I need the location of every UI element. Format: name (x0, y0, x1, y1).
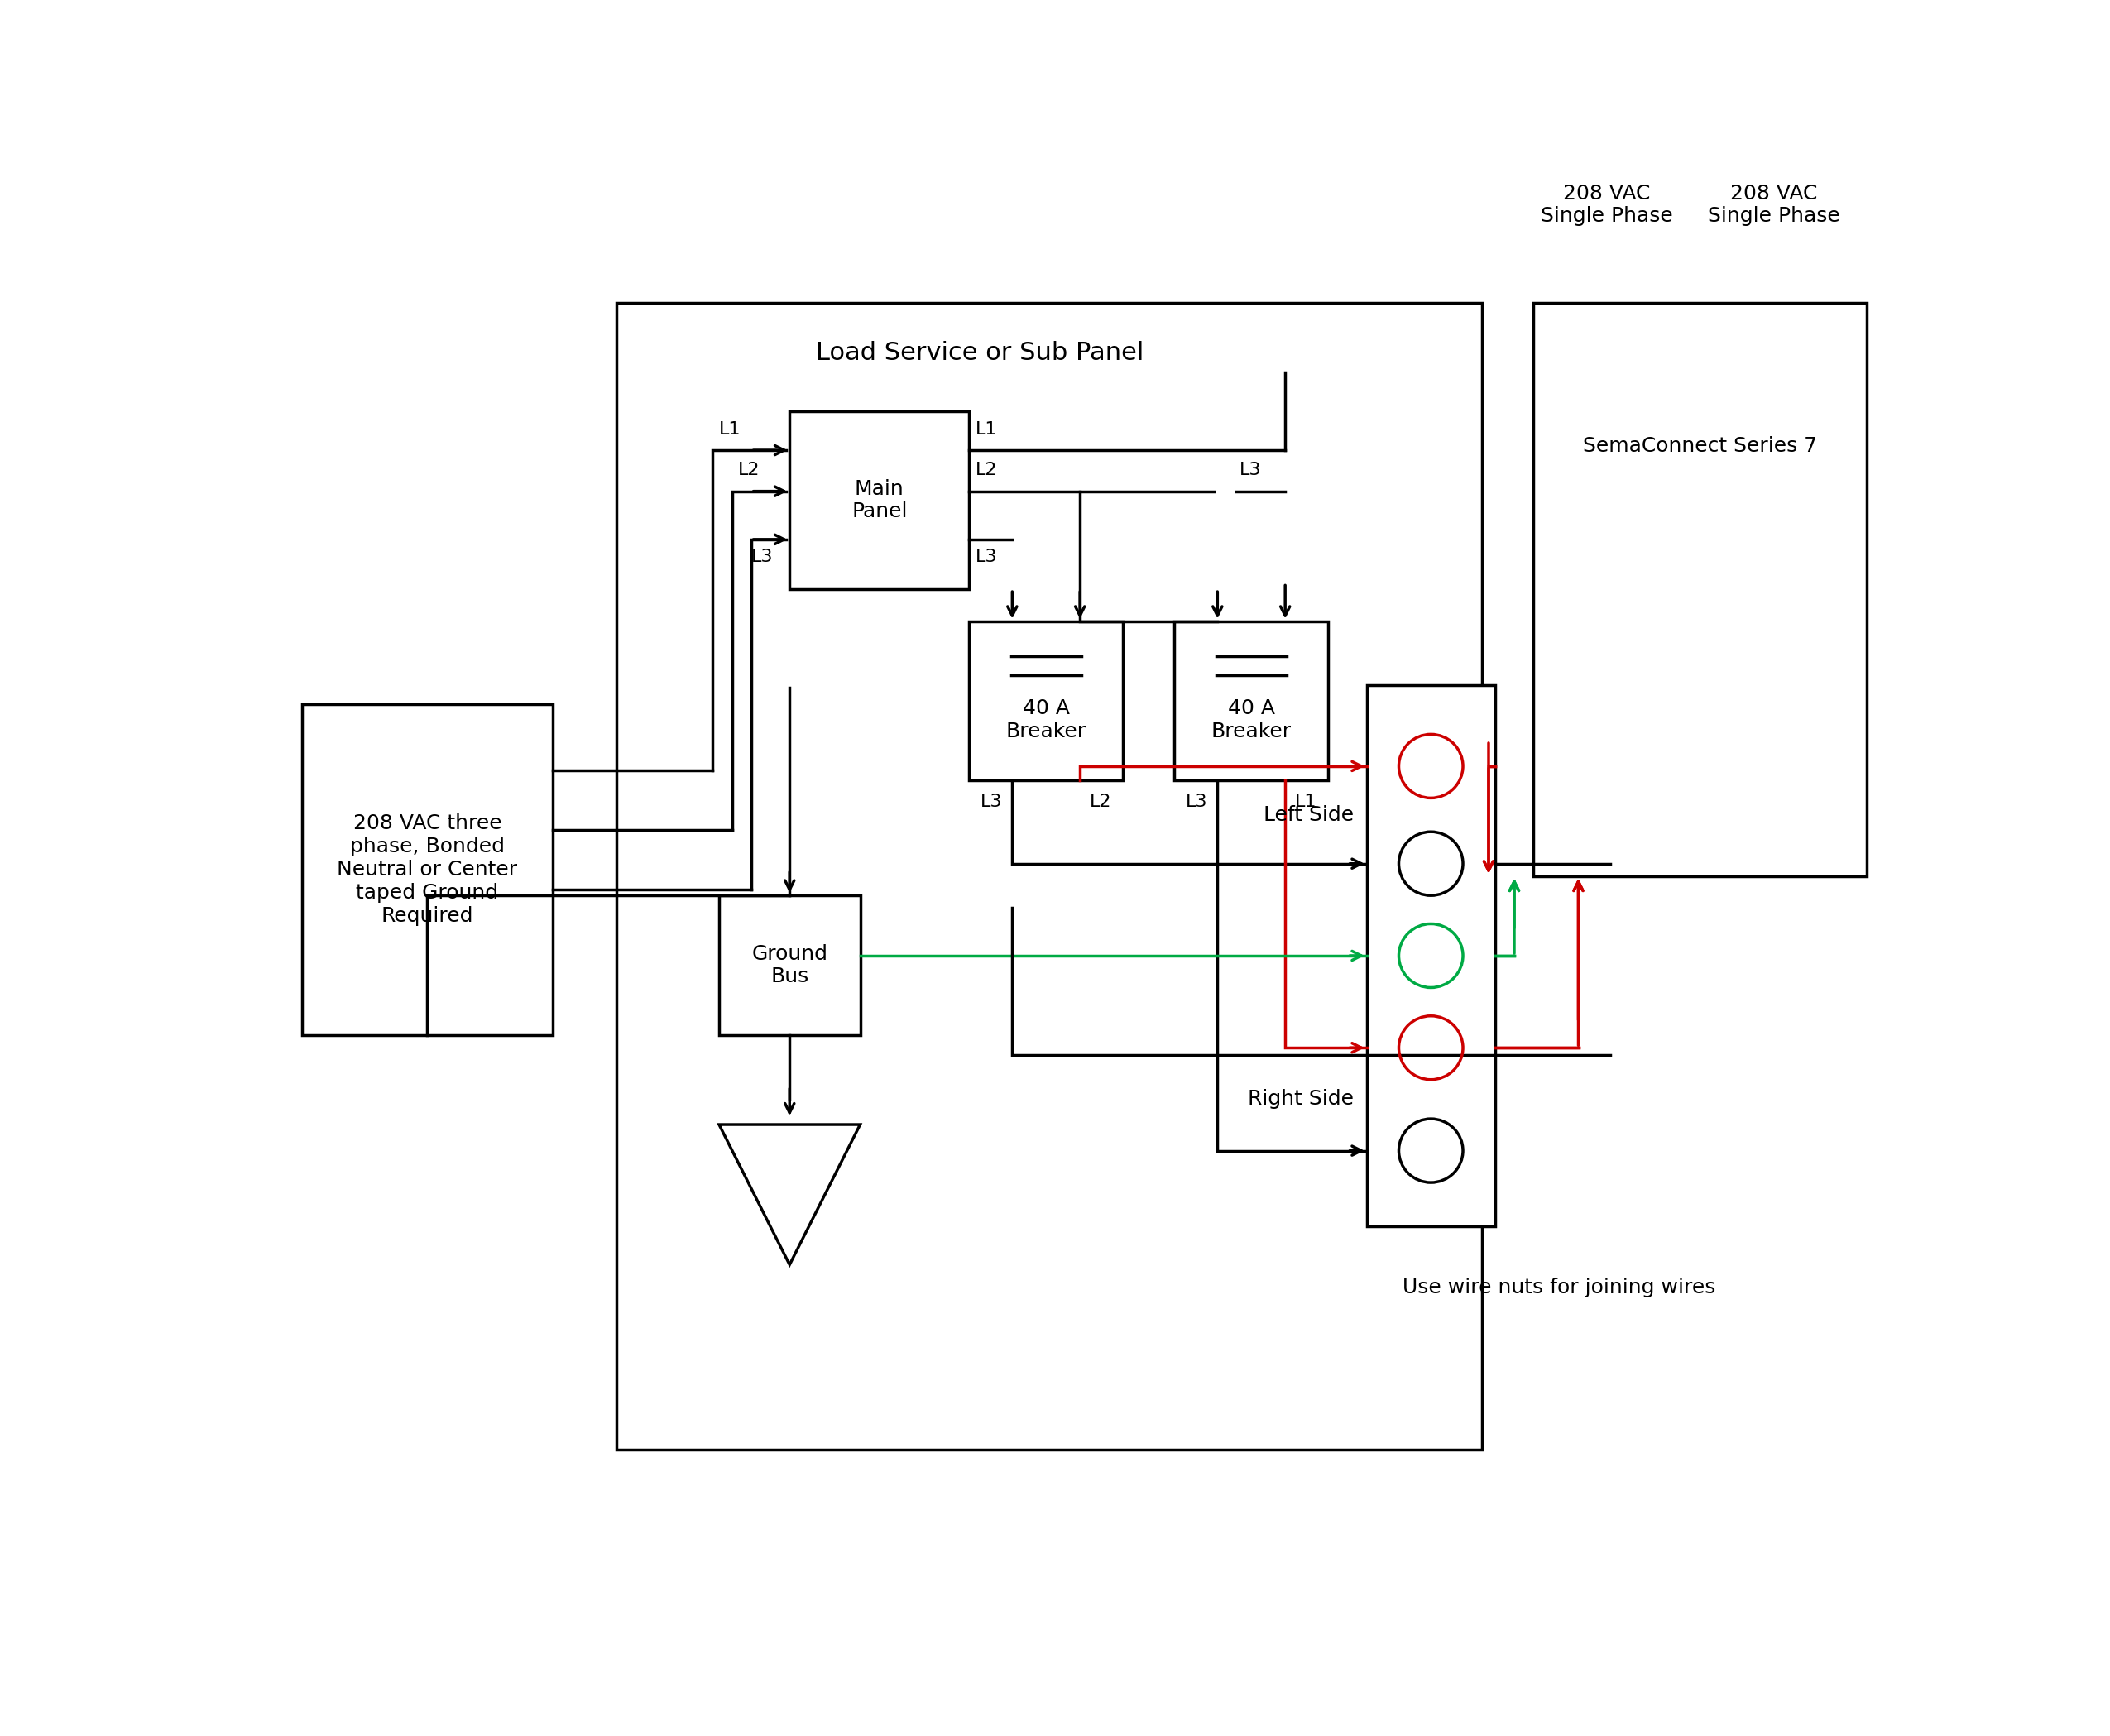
Bar (968, 621, 1123, 781)
Polygon shape (720, 1125, 861, 1266)
Bar (616, 302, 1481, 1450)
Text: L1: L1 (975, 420, 998, 437)
Text: Ground
Bus: Ground Bus (751, 944, 827, 986)
Text: Load Service or Sub Panel: Load Service or Sub Panel (817, 340, 1144, 365)
Text: 208 VAC
Single Phase: 208 VAC Single Phase (1707, 184, 1840, 226)
Text: 208 VAC
Single Phase: 208 VAC Single Phase (1540, 184, 1673, 226)
Text: 40 A
Breaker: 40 A Breaker (1211, 698, 1291, 741)
Text: Right Side: Right Side (1247, 1088, 1355, 1109)
Bar (1367, 686, 1496, 1226)
Text: L1: L1 (1296, 793, 1317, 809)
Text: Main
Panel: Main Panel (852, 479, 907, 521)
Text: SemaConnect Series 7: SemaConnect Series 7 (1582, 436, 1817, 457)
Text: L2: L2 (738, 462, 760, 479)
Text: Left Side: Left Side (1264, 806, 1355, 825)
Text: L1: L1 (720, 420, 741, 437)
Bar (302, 705, 553, 1035)
Text: L3: L3 (1241, 462, 1262, 479)
Bar (789, 411, 968, 589)
Text: L3: L3 (1186, 793, 1207, 809)
Text: L3: L3 (981, 793, 1002, 809)
Text: L2: L2 (1089, 793, 1112, 809)
Text: L2: L2 (975, 462, 998, 479)
Text: 208 VAC three
phase, Bonded
Neutral or Center
taped Ground
Required: 208 VAC three phase, Bonded Neutral or C… (338, 814, 517, 925)
Bar (1175, 621, 1329, 781)
Text: L3: L3 (751, 549, 772, 566)
Text: Use wire nuts for joining wires: Use wire nuts for joining wires (1403, 1278, 1715, 1297)
Bar (1534, 302, 1867, 877)
Text: 40 A
Breaker: 40 A Breaker (1006, 698, 1087, 741)
Text: L3: L3 (975, 549, 998, 566)
Bar (720, 896, 861, 1035)
